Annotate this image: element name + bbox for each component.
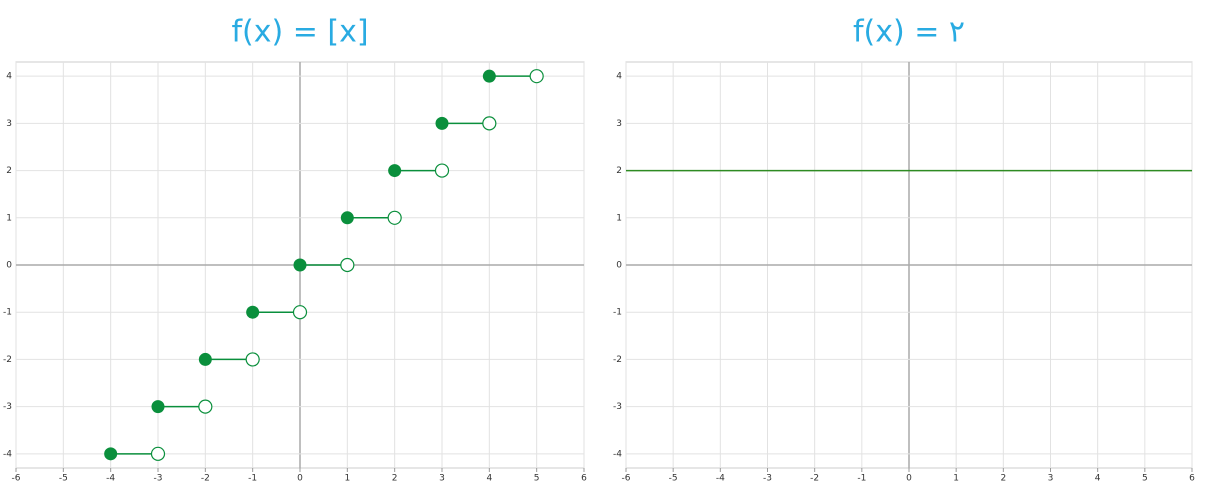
- y-tick-label: -2: [613, 355, 622, 365]
- x-tick-label: -3: [763, 474, 772, 484]
- y-tick-label: -2: [3, 355, 12, 365]
- open-endpoint: [529, 69, 544, 84]
- x-tick-label: 5: [1142, 474, 1148, 484]
- x-tick-label: 2: [392, 474, 398, 484]
- y-tick-label: -3: [3, 402, 12, 412]
- y-tick-label: 3: [6, 119, 12, 129]
- x-tick-label: 2: [1000, 474, 1006, 484]
- x-tick-label: -1: [857, 474, 866, 484]
- closed-endpoint: [388, 164, 402, 178]
- y-tick-label: -3: [613, 402, 622, 412]
- y-tick-label: 2: [616, 166, 622, 176]
- y-tick-label: 4: [616, 72, 622, 82]
- x-tick-label: 6: [1189, 474, 1195, 484]
- x-tick-label: 5: [534, 474, 540, 484]
- open-endpoint: [482, 116, 497, 131]
- x-tick-label: -5: [59, 474, 68, 484]
- x-tick-label: -6: [622, 474, 631, 484]
- x-tick-label: 3: [1048, 474, 1054, 484]
- chart-title: f(x) = [x]: [231, 15, 368, 50]
- closed-endpoint: [198, 352, 212, 366]
- x-tick-label: 1: [953, 474, 959, 484]
- x-tick-label: -3: [154, 474, 163, 484]
- open-endpoint: [292, 305, 308, 320]
- x-tick-label: 6: [581, 474, 587, 484]
- x-tick-label: -5: [669, 474, 678, 484]
- y-tick-label: 3: [616, 119, 622, 129]
- closed-endpoint: [151, 400, 165, 414]
- x-tick-label: -1: [248, 474, 257, 484]
- open-endpoint: [198, 399, 213, 414]
- x-tick-label: -2: [810, 474, 819, 484]
- closed-endpoint: [293, 258, 307, 272]
- chart-title: f(x) = ۲: [853, 15, 965, 50]
- x-tick-label: -2: [201, 474, 210, 484]
- open-endpoint: [434, 163, 450, 178]
- y-tick-label: -1: [613, 308, 622, 318]
- closed-endpoint: [246, 305, 260, 319]
- closed-endpoint: [482, 69, 496, 83]
- x-tick-label: 1: [344, 474, 350, 484]
- x-tick-label: -4: [716, 474, 725, 484]
- x-tick-label: 4: [486, 474, 492, 484]
- y-tick-label: 2: [6, 166, 12, 176]
- y-tick-label: 0: [6, 261, 12, 271]
- y-tick-label: -4: [3, 449, 12, 459]
- closed-endpoint: [435, 116, 449, 130]
- x-tick-label: 4: [1095, 474, 1101, 484]
- closed-endpoint: [104, 447, 118, 461]
- y-tick-label: 1: [6, 213, 12, 223]
- y-tick-label: -1: [3, 308, 12, 318]
- x-tick-label: -6: [12, 474, 21, 484]
- y-tick-label: 0: [616, 261, 622, 271]
- open-endpoint: [340, 257, 355, 273]
- y-tick-label: -4: [613, 449, 622, 459]
- open-endpoint: [150, 446, 166, 461]
- closed-endpoint: [340, 211, 354, 225]
- x-tick-label: -4: [106, 474, 115, 484]
- open-endpoint: [387, 210, 402, 225]
- x-tick-label: 0: [297, 474, 303, 484]
- open-endpoint: [245, 352, 260, 367]
- x-tick-label: 0: [906, 474, 912, 484]
- y-tick-label: 1: [616, 213, 622, 223]
- y-tick-label: 4: [6, 72, 12, 82]
- x-tick-label: 3: [439, 474, 445, 484]
